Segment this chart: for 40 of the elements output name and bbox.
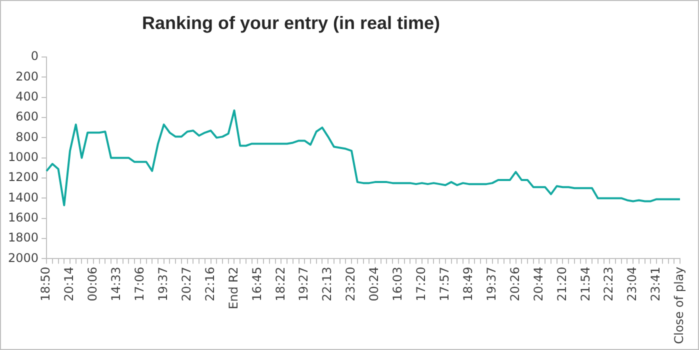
x-tick-label: 22:23 — [602, 266, 616, 302]
x-tick-label: 16:45 — [250, 266, 264, 302]
chart-title: Ranking of your entry (in real time) — [140, 13, 442, 34]
x-tick-label: 18:22 — [273, 266, 288, 302]
x-tick-label: 23:20 — [344, 266, 358, 302]
y-tick-label: 400 — [16, 89, 39, 104]
y-tick-label: 1000 — [8, 150, 39, 164]
y-tick-label: 1400 — [8, 190, 39, 204]
x-tick-label: End R2 — [226, 266, 240, 310]
x-tick-label: 18:50 — [38, 266, 53, 302]
x-tick-label: 18:49 — [460, 266, 475, 302]
x-tick-label: 20:27 — [179, 266, 194, 302]
x-tick-label: 20:44 — [531, 266, 546, 302]
y-tick-label: 600 — [16, 110, 39, 124]
y-tick-label: 0 — [30, 49, 39, 64]
x-tick-label: 17:57 — [438, 266, 452, 302]
x-tick-label: 14:33 — [109, 266, 124, 302]
x-tick-label: Close of play — [672, 266, 686, 344]
x-tick-label: 22:16 — [202, 266, 217, 302]
x-tick-label: 20:14 — [62, 266, 76, 302]
x-tick-label: 00:06 — [86, 266, 100, 302]
y-tick-label: 1600 — [8, 210, 39, 224]
x-tick-label: 21:20 — [554, 266, 569, 302]
x-tick-label: 17:06 — [132, 266, 147, 302]
x-tick-label: 19:27 — [296, 266, 311, 302]
x-tick-label: 17:20 — [414, 266, 428, 302]
y-tick-label: 2000 — [8, 250, 39, 265]
x-tick-label: 23:04 — [625, 266, 640, 302]
x-tick-label: 22:13 — [320, 266, 334, 302]
y-tick-label: 200 — [16, 69, 39, 84]
y-tick-label: 1800 — [8, 230, 39, 245]
x-tick-label: 21:54 — [578, 266, 592, 302]
x-tick-label: 23:41 — [648, 266, 663, 302]
y-tick-label: 800 — [16, 130, 39, 144]
x-tick-label: 20:26 — [508, 266, 522, 302]
x-tick-label: 19:37 — [484, 266, 498, 302]
x-tick-label: 00:24 — [367, 266, 382, 302]
x-tick-label: 19:37 — [156, 266, 170, 302]
y-tick-label: 1200 — [8, 170, 39, 184]
x-tick-label: 16:03 — [390, 266, 405, 302]
